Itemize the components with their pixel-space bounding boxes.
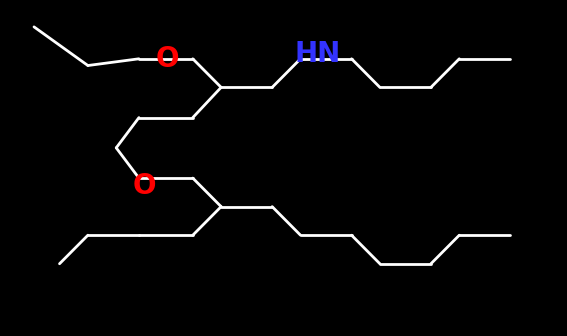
Text: O: O (133, 172, 156, 201)
Text: O: O (155, 45, 179, 73)
Text: HN: HN (294, 40, 341, 68)
